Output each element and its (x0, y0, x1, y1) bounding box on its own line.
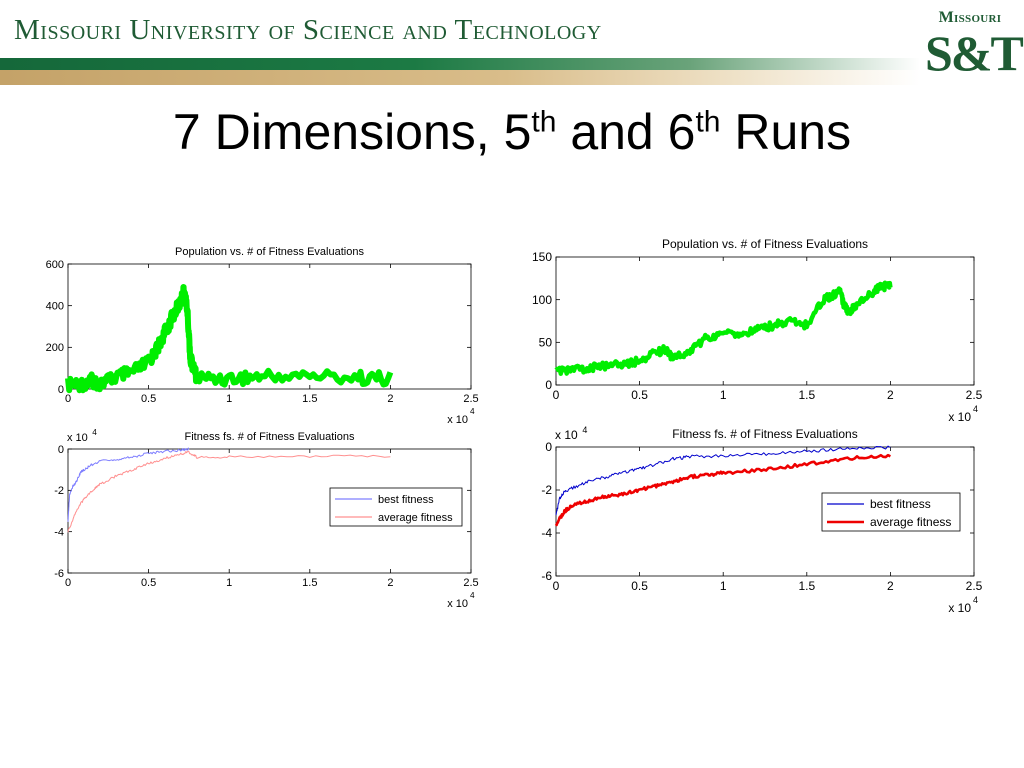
chart-legend: best fitness average fitness (329, 487, 463, 527)
title-prefix: 7 Dimensions, 5 (172, 104, 532, 160)
x-tick-label: 0 (553, 388, 560, 402)
legend-box (821, 492, 961, 532)
y-tick-label: -4 (54, 527, 64, 539)
x-tick-label: 2.5 (463, 577, 478, 589)
x-axis-multiplier: x 10 (948, 410, 971, 424)
chart-pop6: Population vs. # of Fitness Evaluations 0… (532, 237, 983, 424)
plot-frame (555, 446, 975, 577)
logo-st: S&T (925, 25, 1024, 81)
x-axis-multiplier: x 10 (447, 598, 468, 610)
x-tick-label: 2 (887, 579, 894, 593)
title-suffix: Runs (720, 104, 852, 160)
plot-frame (555, 256, 975, 386)
x-tick-label: 0 (553, 579, 560, 593)
x-tick-label: 1 (226, 577, 232, 589)
series-line (554, 453, 891, 527)
y-tick-label: -2 (54, 485, 64, 497)
x-tick-label: 0 (65, 577, 71, 589)
series-line (554, 280, 893, 376)
y-axis-multiplier: x 10 (67, 432, 88, 444)
y-tick-label: 600 (46, 259, 64, 271)
y-tick-label: 150 (532, 250, 552, 264)
y-axis-multiplier-exponent: 4 (92, 428, 97, 437)
y-tick-label: 200 (46, 342, 64, 354)
header-green-band (0, 58, 920, 70)
title-sup-1: th (531, 105, 557, 139)
logo-missouri-text: Missouri (938, 9, 1002, 26)
y-tick-label: 400 (46, 301, 64, 313)
x-axis-multiplier-exponent: 4 (973, 404, 978, 414)
plot-frame (67, 448, 472, 574)
x-tick-label: 1 (720, 388, 727, 402)
x-axis-multiplier-exponent: 4 (470, 591, 475, 600)
x-tick-label: 2 (387, 393, 393, 405)
legend-label: best fitness (378, 494, 434, 506)
title-sup-2: th (695, 105, 721, 139)
y-tick-label: -6 (541, 569, 552, 583)
chart-fit5: Fitness fs. # of Fitness Evaluations 0 0.5… (54, 428, 478, 610)
y-tick-label: -6 (54, 568, 64, 580)
x-tick-label: 1.5 (302, 577, 317, 589)
y-tick-label: 50 (539, 336, 553, 350)
x-tick-label: 0.5 (141, 393, 156, 405)
title-middle: and 6 (556, 104, 696, 160)
x-tick-label: 2 (387, 577, 393, 589)
legend-label: best fitness (870, 497, 931, 511)
x-tick-label: 0 (65, 393, 71, 405)
x-tick-label: 1.5 (798, 579, 815, 593)
x-tick-label: 2.5 (966, 579, 983, 593)
y-tick-label: 0 (545, 440, 552, 454)
header: Missouri University of Science and Techn… (0, 0, 1024, 90)
chart-pop5: Population vs. # of Fitness Evaluations 0… (46, 246, 479, 426)
y-tick-label: 0 (58, 444, 64, 456)
chart-title: Fitness fs. # of Fitness Evaluations (185, 431, 355, 443)
chart-title: Population vs. # of Fitness Evaluations (175, 246, 364, 258)
y-axis-multiplier-exponent: 4 (582, 425, 587, 435)
y-axis-multiplier: x 10 (555, 428, 578, 442)
x-axis-multiplier-exponent: 4 (470, 407, 475, 416)
slide-title: 7 Dimensions, 5th and 6th Runs (0, 102, 1024, 162)
y-tick-label: 0 (58, 384, 64, 396)
x-tick-label: 0.5 (631, 388, 648, 402)
chart-fit6: Fitness fs. # of Fitness Evaluations 0 0.5… (541, 425, 982, 615)
x-tick-label: 2 (887, 388, 894, 402)
series-line (67, 450, 391, 533)
y-tick-label: 0 (545, 378, 552, 392)
chart-title: Fitness fs. # of Fitness Evaluations (672, 427, 857, 441)
chart-legend: best fitness average fitness (821, 492, 961, 532)
x-tick-label: 0.5 (141, 577, 156, 589)
series-line (67, 447, 190, 522)
x-axis-multiplier: x 10 (447, 414, 468, 426)
university-name: Missouri University of Science and Techn… (14, 14, 602, 46)
y-tick-label: -2 (541, 483, 552, 497)
x-tick-label: 0.5 (631, 579, 648, 593)
x-tick-label: 1 (720, 579, 727, 593)
header-gold-band (0, 70, 920, 85)
x-axis-multiplier: x 10 (948, 601, 971, 615)
y-tick-label: -4 (541, 526, 552, 540)
x-axis-multiplier-exponent: 4 (973, 595, 978, 605)
x-tick-label: 1 (226, 393, 232, 405)
x-tick-label: 2.5 (463, 393, 478, 405)
legend-box (329, 487, 463, 527)
x-tick-label: 1.5 (302, 393, 317, 405)
series-line (555, 445, 891, 516)
plot-frame (67, 263, 472, 390)
legend-label: average fitness (378, 512, 453, 524)
x-tick-label: 1.5 (798, 388, 815, 402)
y-tick-label: 100 (532, 293, 552, 307)
series-line (65, 284, 394, 394)
legend-label: average fitness (870, 515, 951, 529)
chart-title: Population vs. # of Fitness Evaluations (662, 237, 868, 251)
x-tick-label: 2.5 (966, 388, 983, 402)
